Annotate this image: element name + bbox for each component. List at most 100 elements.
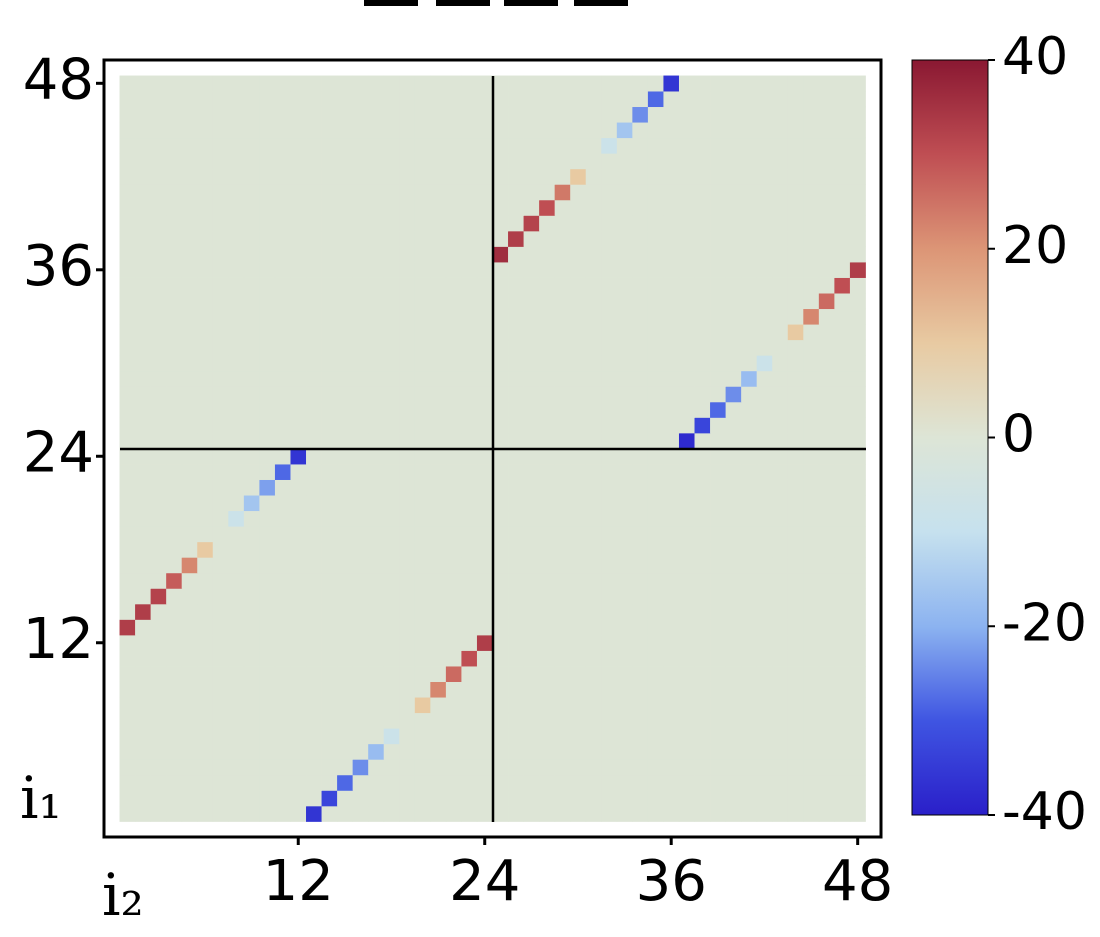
cell: [337, 464, 354, 480]
cell: [306, 75, 322, 92]
cell: [430, 634, 447, 651]
cell: [772, 293, 789, 310]
cell: [399, 743, 416, 760]
cell: [585, 184, 602, 201]
cell: [616, 526, 633, 543]
cell: [290, 634, 307, 651]
cell: [181, 370, 198, 387]
cell: [212, 324, 229, 341]
cell: [508, 262, 524, 278]
cell: [508, 324, 524, 341]
cell: [259, 215, 276, 232]
cell: [352, 526, 369, 543]
cell: [259, 230, 276, 247]
cell: [352, 759, 369, 776]
cell: [647, 386, 664, 403]
cell: [849, 479, 866, 496]
cell: [663, 681, 680, 698]
cell: [445, 805, 462, 822]
x-tick-label: 48: [822, 849, 893, 914]
cell: [383, 293, 400, 310]
cell: [150, 91, 167, 108]
cell: [647, 339, 664, 356]
cell: [849, 106, 866, 123]
cell: [212, 495, 229, 512]
cell: [585, 541, 602, 558]
cell: [321, 790, 338, 807]
cell: [321, 91, 338, 108]
cell: [523, 91, 540, 108]
cell: [135, 324, 152, 341]
cell: [601, 464, 618, 480]
cell: [523, 464, 540, 480]
cell: [632, 464, 649, 480]
cell: [741, 634, 758, 651]
cell: [259, 293, 276, 310]
cell: [259, 805, 276, 822]
cell: [756, 246, 773, 263]
cell: [508, 137, 524, 154]
cell: [274, 168, 291, 185]
cell: [197, 153, 214, 170]
cell: [849, 448, 866, 465]
cell: [492, 697, 509, 714]
cell: [290, 805, 307, 822]
cell: [228, 712, 245, 729]
cell: [197, 355, 214, 372]
cell: [554, 759, 571, 776]
cell: [678, 417, 695, 434]
cell: [694, 401, 711, 418]
cell: [166, 619, 183, 636]
cell: [585, 603, 602, 620]
cell: [119, 681, 136, 698]
cell: [197, 417, 214, 434]
cell: [476, 619, 493, 636]
cell: [585, 75, 602, 92]
cell: [352, 666, 369, 682]
cell: [508, 153, 524, 170]
cell: [710, 137, 726, 154]
cell: [818, 759, 835, 776]
cell: [632, 370, 649, 387]
cell: [181, 355, 198, 372]
cell: [585, 246, 602, 263]
cell: [119, 541, 136, 558]
cell: [461, 153, 478, 170]
cell: [803, 339, 820, 356]
cell: [321, 495, 338, 512]
cell: [337, 526, 354, 543]
cell: [632, 681, 649, 698]
cell: [290, 619, 307, 636]
cell: [430, 386, 447, 403]
cell: [461, 510, 478, 527]
cell: [632, 246, 649, 263]
cell: [787, 401, 804, 418]
cell: [834, 137, 851, 154]
cell: [119, 557, 136, 574]
cell: [352, 712, 369, 729]
cell: [290, 324, 307, 341]
cell: [135, 557, 152, 574]
cell: [694, 526, 711, 543]
cell: [430, 650, 447, 667]
cell: [492, 324, 509, 341]
cell: [554, 526, 571, 543]
cell: [787, 277, 804, 294]
cell: [756, 417, 773, 434]
cell: [616, 712, 633, 729]
cell: [166, 370, 183, 387]
cell: [150, 75, 167, 92]
cell: [414, 526, 431, 543]
cell: [834, 122, 851, 139]
cell: [212, 168, 229, 185]
cell: [570, 355, 587, 372]
cell: [601, 75, 618, 92]
cell: [352, 619, 369, 636]
cell: [616, 324, 633, 341]
cell: [119, 572, 136, 589]
cell: [663, 308, 680, 325]
cell: [772, 230, 789, 247]
cell: [197, 91, 214, 108]
cell: [228, 75, 245, 92]
cell: [616, 588, 633, 605]
